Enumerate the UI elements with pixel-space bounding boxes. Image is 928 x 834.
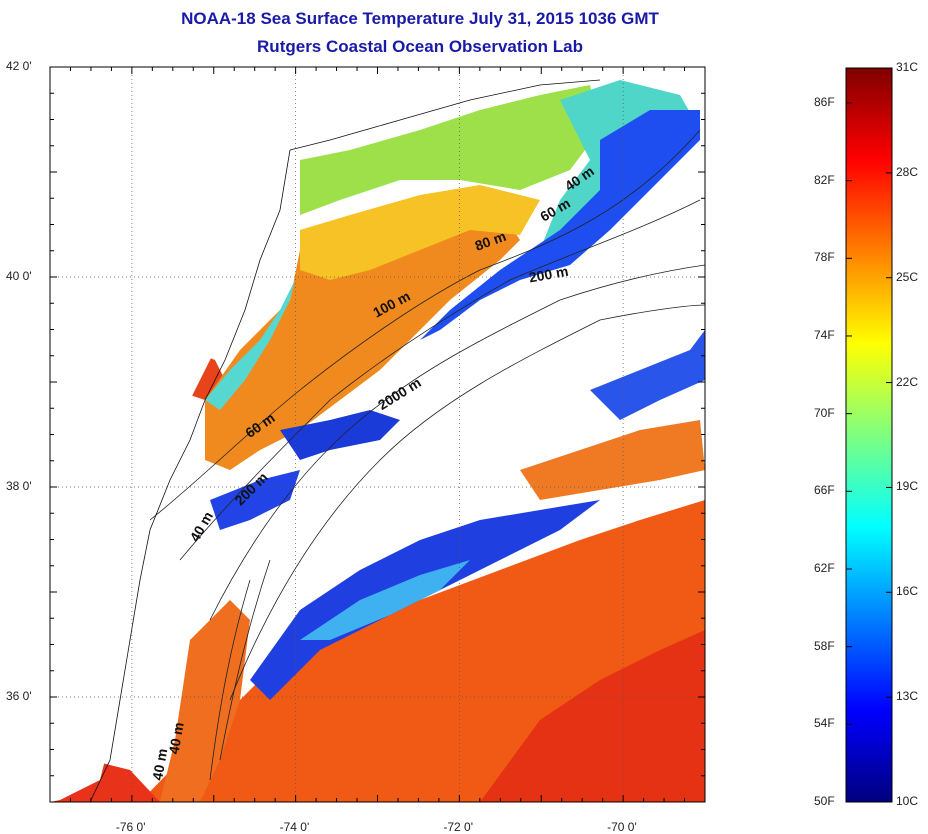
cold-eddy-band bbox=[250, 500, 600, 700]
lat-tick-label: 36 0' bbox=[6, 689, 32, 703]
contour-label: 40 m bbox=[165, 721, 186, 755]
contour-label: 200 m bbox=[528, 263, 570, 286]
colorbar-celsius-label: 19C bbox=[896, 479, 919, 494]
sst-imagery bbox=[50, 67, 705, 802]
shelf-mid-water bbox=[300, 185, 540, 280]
colorbar-celsius-label: 10C bbox=[896, 794, 919, 808]
colorbar-ticks bbox=[846, 67, 892, 803]
lat-tick-label: 42 0' bbox=[6, 59, 32, 73]
land-mass bbox=[50, 67, 300, 802]
virginia-shelf bbox=[160, 600, 250, 802]
frame-ticks bbox=[49, 66, 706, 803]
gulf-stream-hot bbox=[480, 630, 705, 802]
colorbar-fahrenheit-label: 58F bbox=[814, 638, 835, 653]
colorbar-fahrenheit-label: 50F bbox=[814, 794, 835, 808]
colorbar bbox=[845, 67, 893, 803]
cold-patch-2 bbox=[210, 470, 300, 530]
sound-cool-water bbox=[300, 85, 600, 215]
colorbar-celsius-label: 31C bbox=[896, 60, 919, 74]
colorbar-fahrenheit-label: 82F bbox=[814, 172, 835, 187]
lon-tick-label: -76 0' bbox=[115, 820, 146, 834]
colorbar-fahrenheit-label: 54F bbox=[814, 716, 835, 731]
cyan-eddy-band bbox=[300, 560, 470, 640]
colorbar-fahrenheit-label: 66F bbox=[814, 483, 835, 498]
offshore-warm-patch bbox=[520, 420, 705, 500]
colorbar-fahrenheit-label: 86F bbox=[814, 94, 835, 109]
colorbar-celsius-label: 22C bbox=[896, 374, 919, 389]
coastline bbox=[89, 79, 601, 802]
colorbar-celsius-label: 25C bbox=[896, 269, 919, 284]
colorbar-celsius-label: 13C bbox=[896, 689, 919, 704]
colorbar-fahrenheit-label: 70F bbox=[814, 405, 835, 420]
map-subtitle: Rutgers Coastal Ocean Observation Lab bbox=[257, 37, 583, 56]
cold-patch-1 bbox=[280, 410, 400, 460]
coastal-cyan-strip bbox=[205, 280, 295, 410]
colorbar-fahrenheit-label: 62F bbox=[814, 560, 835, 575]
lat-tick-label: 38 0' bbox=[6, 479, 32, 493]
lon-tick-label: -70 0' bbox=[607, 820, 637, 834]
colorbar-celsius-label: 16C bbox=[896, 584, 919, 599]
colorbar-fahrenheit-label: 78F bbox=[814, 250, 835, 265]
lat-tick-label: 40 0' bbox=[6, 269, 32, 283]
colorbar-fahrenheit-label: 74F bbox=[814, 327, 835, 342]
shelf-warm-water bbox=[205, 200, 520, 470]
shelf-edge-cold bbox=[420, 110, 700, 340]
offshore-cold-patch bbox=[590, 330, 705, 420]
bathymetry-contours bbox=[149, 129, 705, 781]
colorbar-celsius-label: 28C bbox=[896, 164, 919, 179]
map-title: NOAA-18 Sea Surface Temperature July 31,… bbox=[181, 9, 659, 28]
contour-label: 40 m bbox=[149, 747, 170, 781]
lon-tick-label: -72 0' bbox=[443, 820, 474, 834]
lon-tick-label: -74 0' bbox=[279, 820, 310, 834]
map-grid bbox=[50, 66, 705, 802]
